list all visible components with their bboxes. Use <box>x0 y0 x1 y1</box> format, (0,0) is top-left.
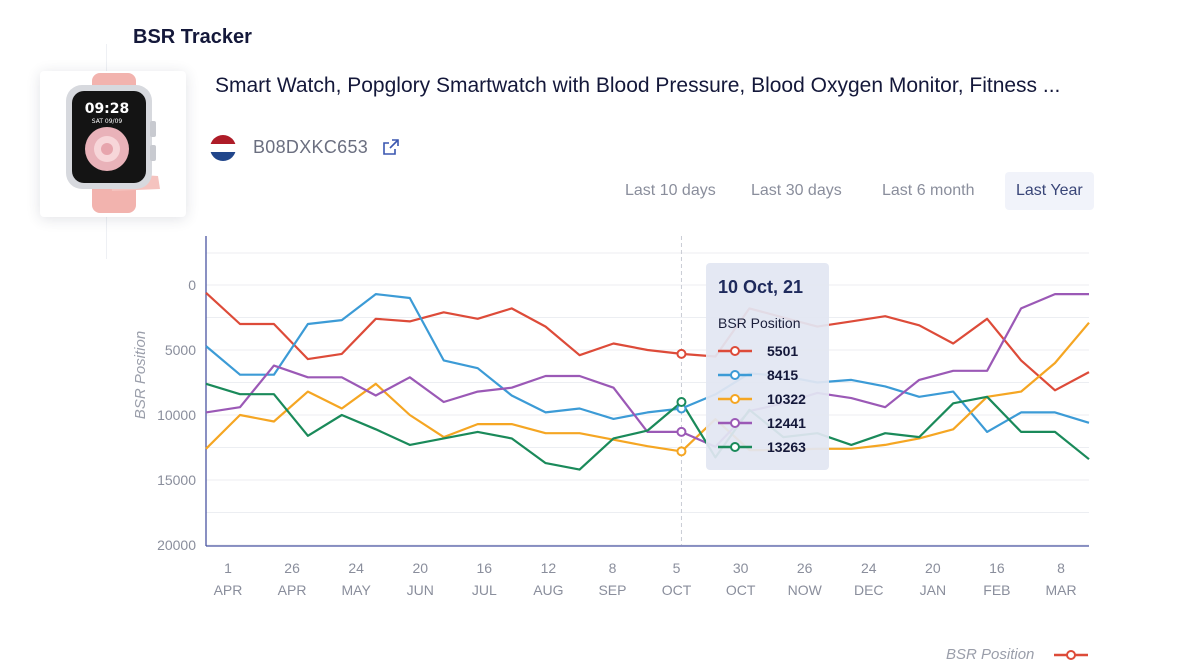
x-tick-month: APR <box>278 582 307 598</box>
x-tick-month: APR <box>214 582 243 598</box>
legend-marker-icon <box>1054 650 1088 660</box>
range-last-10-days[interactable]: Last 10 days <box>625 182 716 199</box>
x-tick-month: AUG <box>533 582 563 598</box>
x-tick-month: JAN <box>920 582 946 598</box>
x-tick-day: 26 <box>797 560 813 576</box>
data-point-marker <box>676 426 687 437</box>
x-tick-month: SEP <box>598 582 626 598</box>
x-tick-day: 24 <box>348 560 364 576</box>
series-marker-icon <box>718 370 752 380</box>
tooltip-label: BSR Position <box>718 315 801 331</box>
tooltip-row: 8415 <box>718 367 828 383</box>
watch-time: 09:28 <box>85 101 130 117</box>
tooltip-value: 5501 <box>767 343 799 359</box>
x-tick-day: 5 <box>673 560 681 576</box>
x-tick-day: 20 <box>412 560 428 576</box>
smartwatch-image: 09:28 SAT 09/09 <box>66 73 160 213</box>
tooltip-value: 8415 <box>767 367 799 383</box>
data-point-marker <box>676 446 687 457</box>
series-marker-icon <box>718 346 752 356</box>
x-tick-day: 1 <box>224 560 232 576</box>
x-tick-day: 12 <box>541 560 557 576</box>
tooltip-row: 13263 <box>718 439 828 455</box>
x-tick-month: OCT <box>726 582 756 598</box>
product-image[interactable]: 09:28 SAT 09/09 <box>40 71 186 217</box>
external-link-icon[interactable] <box>383 139 399 155</box>
tooltip-value: 12441 <box>767 415 806 431</box>
tooltip-row: 10322 <box>718 391 828 407</box>
tooltip-date: 10 Oct, 21 <box>718 277 804 297</box>
x-tick-day: 8 <box>609 560 617 576</box>
series-marker-icon <box>718 394 752 404</box>
x-tick-month: NOW <box>788 582 823 598</box>
tooltip-value: 13263 <box>767 439 806 455</box>
data-point-marker <box>676 348 687 359</box>
y-tick-label: 5000 <box>165 342 196 358</box>
page-title: BSR Tracker <box>133 26 252 48</box>
x-tick-month: JUN <box>407 582 434 598</box>
x-tick-month: OCT <box>662 582 692 598</box>
x-tick-day: 16 <box>477 560 493 576</box>
y-axis-label: BSR Position <box>132 331 149 419</box>
series-marker-icon <box>718 418 752 428</box>
series-line <box>205 293 1089 448</box>
series-marker-icon <box>718 442 752 452</box>
netherlands-flag-icon <box>210 135 236 161</box>
x-tick-month: MAR <box>1045 582 1076 598</box>
y-tick-label: 10000 <box>157 407 196 423</box>
tooltip-value: 10322 <box>767 391 806 407</box>
range-last-year[interactable]: Last Year <box>1005 172 1094 210</box>
series-line <box>205 321 1090 453</box>
y-tick-label: 15000 <box>157 472 196 488</box>
x-tick-day: 20 <box>925 560 941 576</box>
y-tick-label: 0 <box>188 277 196 293</box>
x-tick-day: 30 <box>733 560 749 576</box>
series-line <box>205 382 1090 471</box>
x-tick-month: DEC <box>854 582 884 598</box>
y-tick-label: 20000 <box>157 537 196 553</box>
tooltip-row: 12441 <box>718 415 828 431</box>
range-last-30-days[interactable]: Last 30 days <box>751 182 842 199</box>
x-tick-month: MAY <box>341 582 371 598</box>
series-line <box>205 291 1090 392</box>
x-tick-day: 8 <box>1057 560 1065 576</box>
legend-label: BSR Position <box>946 646 1035 663</box>
product-title[interactable]: Smart Watch, Popglory Smartwatch with Bl… <box>215 74 1061 97</box>
range-last-6-month[interactable]: Last 6 month <box>882 182 975 199</box>
series-line <box>205 293 1090 433</box>
x-tick-day: 16 <box>989 560 1005 576</box>
chart-tooltip: 10 Oct, 21 BSR Position 5501 8415 10322 … <box>706 263 829 470</box>
x-tick-day: 24 <box>861 560 877 576</box>
x-tick-month: JUL <box>472 582 497 598</box>
tooltip-row: 5501 <box>718 343 828 359</box>
asin-code: B08DXKC653 <box>253 137 369 157</box>
data-point-marker <box>676 397 687 407</box>
chart-legend[interactable]: BSR Position <box>946 646 1088 663</box>
x-tick-month: FEB <box>983 582 1010 598</box>
watch-date: SAT 09/09 <box>92 118 123 125</box>
x-tick-day: 26 <box>284 560 300 576</box>
